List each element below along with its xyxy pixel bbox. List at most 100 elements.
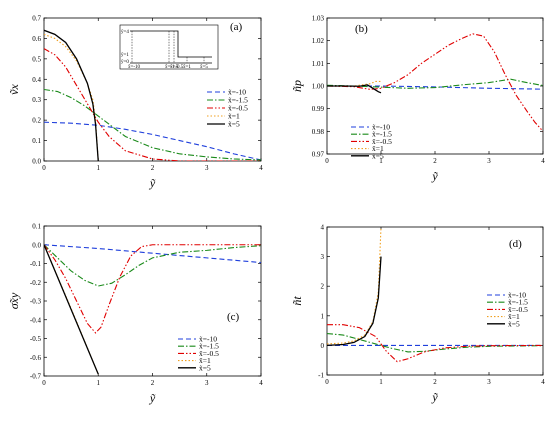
y-tick-label: 0.5 [32,55,41,63]
series-line-2 [327,324,543,363]
y-tick-label: 1.03 [312,15,325,23]
legend-label-2: x̃=-0.5 [508,305,528,314]
series-line-4 [327,84,382,94]
x-tick-label: 2 [151,379,155,387]
inset-y-label: ỹ=1 [121,53,129,58]
series-line-1 [44,88,261,161]
y-tick-label: 1.00 [312,83,325,91]
y-axis-label: σ̃xy [7,292,21,309]
series-line-4 [44,244,99,375]
inset-channel-wall [130,30,212,58]
panel-a: 0 1 2 3 4 0.0 0.1 0.2 0.3 0.4 0.5 0.6 0.7 ỹ ṽx (a) x̃=-1… [7,15,263,191]
y-tick-label: 0.1 [32,137,41,145]
y-tick-label: -1 [318,372,324,380]
x-tick-label: 4 [259,164,263,172]
legend-label-1: x̃=-1.5 [228,96,248,105]
y-tick-label: -0.2 [30,279,42,287]
y-tick-label: 0.7 [32,15,41,23]
y-tick-label: 0.0 [32,241,41,249]
series-line-2 [327,33,543,132]
y-tick-label: -0.4 [30,316,42,324]
x-axis-label: ỹ [431,390,438,404]
series-line-1 [327,333,543,353]
y-tick-label: 0.97 [312,151,325,159]
x-tick-label: 2 [151,164,155,172]
series-line-0 [44,121,261,161]
legend-label-2: x̃=-0.5 [372,137,392,146]
inset-schematic: x̃=-10 x̃=-1.5x̃=-0.5 x̃=1 x̃=5 ỹ=4 ỹ=1 ỹ=0 [119,24,219,70]
y-tick-label: 0.2 [32,117,41,125]
y-tick-label: 0.99 [312,105,325,113]
y-tick-label: 1 [321,312,325,320]
x-tick-label: 1 [379,157,383,165]
legend-label-0: x̃=-10 [228,88,246,97]
x-tick-label: 3 [487,378,491,386]
legend-label-3: x̃=1 [228,112,240,121]
x-tick-label: 4 [541,157,545,165]
x-tick-label: 2 [433,157,437,165]
legend-label-3: x̃=1 [199,356,211,365]
legend-label-4: x̃=5 [199,363,211,372]
x-tick-label: 2 [433,378,437,386]
y-axis-label: ṽx [7,84,21,95]
y-tick-label: 4 [321,224,325,232]
y-tick-label: 3 [321,253,325,261]
x-tick-label: 3 [487,157,491,165]
series-line-1 [44,244,261,287]
y-axis-label: ñt [290,296,304,306]
series-line-0 [44,244,261,264]
y-tick-label: 0.3 [32,96,41,104]
inset-x-label: x̃=-0.5 [170,65,184,70]
legend-label-4: x̃=5 [228,120,240,129]
series-line-2 [44,48,261,161]
series-group [327,33,543,132]
legend-label-0: x̃=-10 [199,335,217,344]
legend-label-4: x̃=5 [372,151,384,160]
series-line-4 [44,29,99,161]
y-tick-label: 1.01 [312,60,325,68]
x-tick-label: 1 [97,164,101,172]
y-tick-label: 0.0 [32,158,41,166]
x-tick-label: 1 [379,378,383,386]
x-tick-label: 3 [205,379,209,387]
panel-d: 0 1 2 3 4-101234ỹñt(d)x̃=-10x̃=-1.5x̃=-0.5x̃… [290,224,545,405]
y-tick-label: -0.1 [30,260,42,268]
series-line-2 [44,244,261,334]
legend-label-2: x̃=-0.5 [199,349,219,358]
x-axis-label: ỹ [149,391,156,405]
inset-y-label: ỹ=0 [121,60,129,65]
x-tick-label: 0 [42,379,46,387]
x-tick-label: 0 [325,157,329,165]
x-axis-label: ỹ [149,176,156,190]
series-line-4 [327,256,382,347]
legend-label-3: x̃=1 [372,144,384,153]
y-tick-label: 0 [321,342,325,350]
panel-label: (a) [230,21,243,33]
inset-x-label: x̃=5 [200,65,208,70]
series-group [327,227,543,363]
series-group [44,29,261,161]
y-tick-label: -0.3 [30,298,42,306]
y-tick-label: 0.6 [32,35,41,43]
y-tick-label: -0.7 [30,373,42,381]
x-tick-label: 3 [205,164,209,172]
legend-label-3: x̃=1 [508,312,520,321]
legend-label-0: x̃=-10 [372,123,390,132]
y-tick-label: -0.6 [30,354,42,362]
y-tick-label: 2 [321,283,325,291]
series-group [44,244,261,375]
y-tick-label: -0.5 [30,335,42,343]
x-axis-label: ỹ [431,169,438,183]
y-tick-label: 0.98 [312,128,325,136]
panel-label: (c) [227,311,240,323]
panel-c: 0 1 2 3 4 -0.7 -0.6 -0.5 -0.4 -0.3 -0.2 -0.1 0.0 0.1 ỹ… [7,223,263,406]
legend-label-1: x̃=-1.5 [508,298,528,307]
x-tick-label: 0 [325,378,329,386]
x-tick-label: 0 [42,164,46,172]
legend-label-0: x̃=-10 [508,291,526,300]
inset-x-label: x̃=1 [183,65,191,70]
panel-label: (b) [355,23,368,35]
y-tick-label: 1.02 [312,37,325,45]
x-tick-label: 1 [97,379,101,387]
